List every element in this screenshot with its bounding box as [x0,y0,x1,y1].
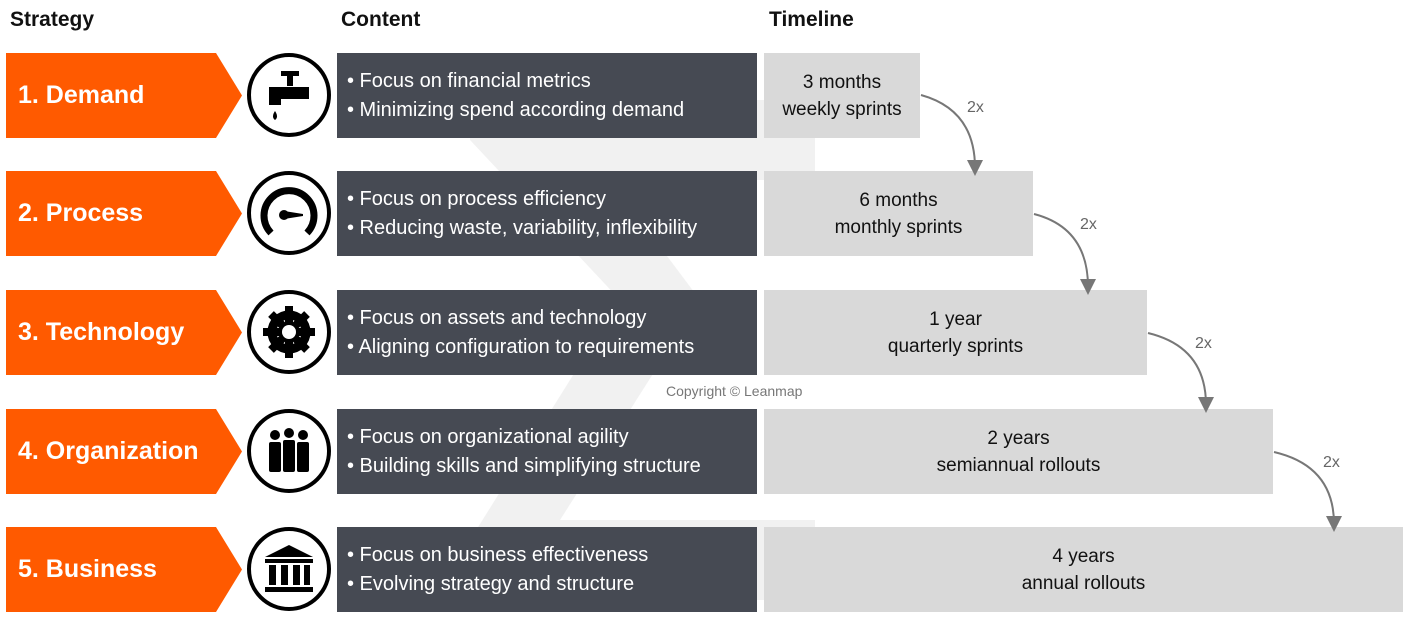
timeline-business: 4 years annual rollouts [764,527,1403,612]
duration: 2 years [987,427,1050,449]
bullet: • Building skills and simplifying struct… [347,455,701,477]
cadence: quarterly sprints [887,335,1024,357]
timeline-process: 6 months monthly sprints [764,171,1033,256]
duration: 4 years [1052,545,1115,567]
timeline-header: Timeline [769,8,854,31]
bank-icon [247,527,331,611]
content-demand: • Focus on financial metrics • Minimizin… [337,53,757,138]
bullet: • Focus on assets and technology [347,307,647,329]
bullet: • Focus on business effectiveness [347,544,649,566]
timeline-technology: 1 year quarterly sprints [764,290,1147,375]
strategy-business: 5. Business [6,527,242,612]
strategy-header: Strategy [10,8,95,31]
multiplier-label: 2x [1195,335,1212,352]
cadence: annual rollouts [1021,572,1146,594]
bullet: • Minimizing spend according demand [347,99,685,121]
duration: 1 year [929,308,982,330]
bullet: • Evolving strategy and structure [347,573,635,595]
people-icon [247,409,331,493]
content-organization: • Focus on organizational agility • Buil… [337,409,757,494]
bullet: • Focus on organizational agility [347,426,629,448]
strategy-technology: 3. Technology [6,290,242,375]
multiplier-label: 2x [1080,216,1097,233]
timeline-organization: 2 years semiannual rollouts [764,409,1273,494]
content-header: Content [341,8,421,31]
duration: 6 months [859,189,938,211]
multiplier-label: 2x [1323,454,1340,471]
strategy-organization: 4. Organization [6,409,242,494]
content-process: • Focus on process efficiency • Reducing… [337,171,757,256]
bullet: • Aligning configuration to requirements [347,336,695,358]
cadence: semiannual rollouts [936,454,1101,476]
cadence: monthly sprints [834,216,963,238]
bullet: • Focus on process efficiency [347,188,606,210]
speedometer-icon [247,171,331,255]
strategy-demand: 1. Demand [6,53,242,138]
bullet: • Reducing waste, variability, inflexibi… [347,217,698,239]
multiplier-label: 2x [967,99,984,116]
content-business: • Focus on business effectiveness • Evol… [337,527,757,612]
copyright: Copyright © Leanmap [666,383,803,399]
cadence: weekly sprints [782,98,902,120]
timeline-demand: 3 months weekly sprints [764,53,920,138]
faucet-icon [247,53,331,137]
gear-icon [247,290,331,374]
content-technology: • Focus on assets and technology • Align… [337,290,757,375]
duration: 3 months [802,71,882,93]
bullet: • Focus on financial metrics [347,70,591,92]
strategy-process: 2. Process [6,171,242,256]
